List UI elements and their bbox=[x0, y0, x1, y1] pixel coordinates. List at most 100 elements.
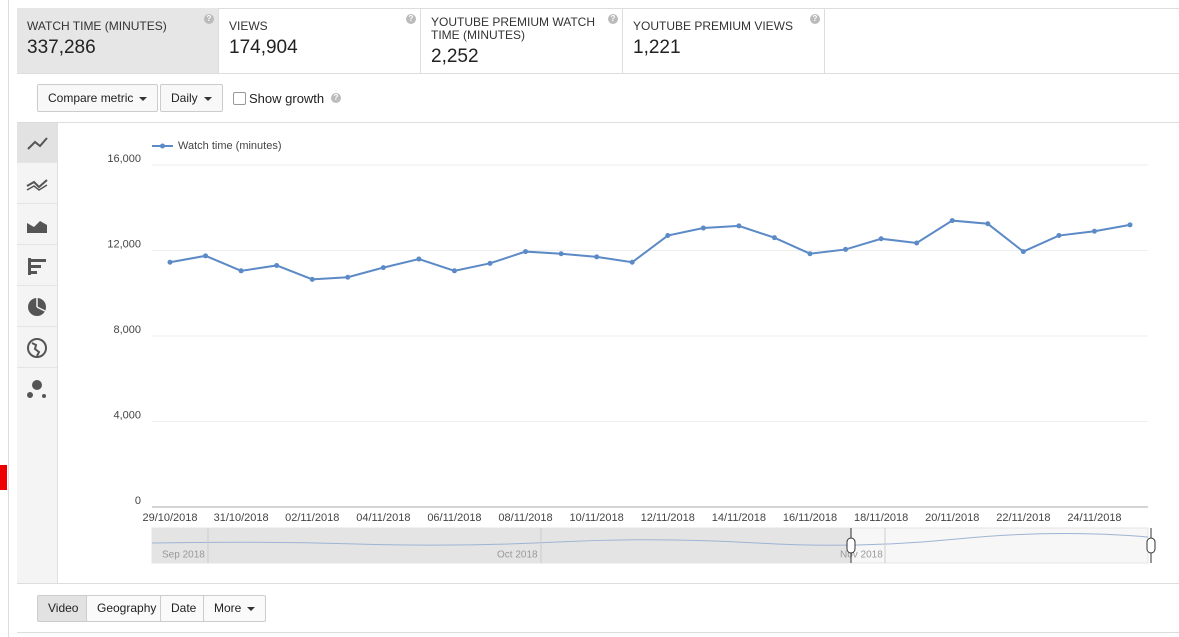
area-chart-icon[interactable] bbox=[17, 205, 57, 245]
metric-value: 337,286 bbox=[27, 37, 96, 58]
navigator-handle[interactable] bbox=[1146, 537, 1156, 554]
y-tick-label: 8,000 bbox=[113, 324, 141, 336]
multi-line-icon[interactable] bbox=[17, 164, 57, 204]
icon-shape bbox=[26, 184, 48, 191]
caret bbox=[139, 96, 148, 101]
data-point bbox=[878, 236, 884, 242]
metric-value: 2,252 bbox=[431, 46, 479, 67]
icon-shape bbox=[27, 392, 33, 398]
icon-shape bbox=[27, 137, 48, 150]
y-tick-label: 0 bbox=[135, 495, 141, 507]
tab[interactable]: Geography bbox=[86, 595, 168, 622]
metric-card[interactable]: YOUTUBE PREMIUM WATCH TIME (MINUTES) 2,2… bbox=[421, 8, 623, 73]
navigator-label: Nov 2018 bbox=[840, 550, 883, 561]
metric-label: VIEWS bbox=[229, 19, 268, 33]
data-point bbox=[736, 223, 742, 229]
data-point bbox=[416, 256, 422, 262]
x-tick-label: 24/11/2018 bbox=[1067, 512, 1121, 524]
x-tick-label: 22/11/2018 bbox=[996, 512, 1050, 524]
map-icon[interactable] bbox=[17, 328, 57, 368]
tab-label: Date bbox=[171, 601, 197, 615]
help-icon[interactable]: ? bbox=[204, 14, 214, 24]
help-icon[interactable]: ? bbox=[608, 14, 618, 24]
data-point bbox=[700, 225, 706, 231]
divider bbox=[17, 122, 1179, 123]
interval-button[interactable]: Daily bbox=[160, 84, 223, 112]
icon-shape bbox=[31, 271, 37, 274]
legend-label: Watch time (minutes) bbox=[178, 140, 282, 152]
data-point bbox=[1091, 228, 1097, 234]
caret bbox=[203, 96, 212, 101]
icon-shape bbox=[27, 338, 47, 358]
data-point bbox=[523, 249, 529, 255]
metric-label: WATCH TIME (MINUTES) bbox=[27, 19, 167, 33]
tab-label: More bbox=[214, 601, 242, 615]
data-point bbox=[665, 233, 671, 239]
data-point bbox=[487, 260, 493, 266]
checkbox-label[interactable]: Show growth bbox=[249, 91, 325, 106]
tab[interactable]: Date bbox=[160, 595, 208, 622]
compare-metric-button[interactable]: Compare metric bbox=[37, 84, 159, 112]
navigator-handle[interactable] bbox=[846, 537, 856, 554]
data-point bbox=[238, 268, 244, 274]
icon-shape bbox=[31, 342, 41, 357]
x-tick-label: 08/11/2018 bbox=[498, 512, 552, 524]
tab[interactable]: More bbox=[203, 595, 267, 622]
x-tick-label: 18/11/2018 bbox=[854, 512, 908, 524]
icon-shape bbox=[26, 179, 48, 189]
chart: Sep 2018 Oct 2018 Nov 2018 0 4,000 8,000 12… bbox=[107, 140, 1156, 564]
help-icon[interactable]: ? bbox=[406, 14, 416, 24]
data-point bbox=[771, 235, 777, 241]
icon-svg bbox=[28, 298, 46, 316]
series-line bbox=[169, 219, 1131, 281]
x-tick-label: 20/11/2018 bbox=[925, 512, 979, 524]
tab-label: Video bbox=[48, 601, 79, 615]
tab[interactable]: Video bbox=[37, 595, 90, 622]
navigator-sparkline bbox=[151, 532, 1149, 546]
help-icon[interactable]: ? bbox=[810, 14, 820, 24]
metric-card[interactable]: WATCH TIME (MINUTES) 337,286 ? bbox=[17, 8, 219, 73]
pie-chart-icon[interactable] bbox=[17, 287, 57, 327]
data-point bbox=[914, 240, 920, 246]
icon-svg bbox=[27, 380, 46, 398]
x-tick-label: 12/11/2018 bbox=[641, 512, 695, 524]
navigator-shade bbox=[152, 528, 851, 563]
data-point bbox=[451, 268, 457, 274]
y-tick-label: 16,000 bbox=[107, 153, 141, 165]
left-border bbox=[8, 0, 9, 637]
line-chart-icon[interactable] bbox=[17, 123, 57, 163]
data-point bbox=[274, 262, 280, 268]
icon-shape bbox=[31, 259, 46, 262]
icon-svg bbox=[27, 137, 48, 150]
data-point bbox=[1056, 233, 1062, 239]
icon-shape bbox=[42, 394, 46, 398]
bar-chart-icon[interactable] bbox=[17, 246, 57, 286]
metric-value: 174,904 bbox=[229, 37, 298, 58]
metric-bar bbox=[17, 8, 1179, 74]
metric-card[interactable]: VIEWS 174,904 ? bbox=[219, 8, 421, 73]
icon-svg bbox=[27, 221, 47, 233]
icon-shape bbox=[27, 221, 47, 233]
navigator-label: Sep 2018 bbox=[162, 550, 205, 561]
checkbox[interactable] bbox=[233, 92, 246, 105]
x-tick-label: 04/11/2018 bbox=[356, 512, 410, 524]
data-point bbox=[309, 276, 315, 282]
data-point bbox=[203, 253, 209, 259]
metric-card[interactable]: YOUTUBE PREMIUM VIEWS 1,221 ? bbox=[623, 8, 825, 73]
icon-svg bbox=[26, 179, 48, 191]
icon-svg bbox=[27, 338, 47, 358]
x-tick-label: 06/11/2018 bbox=[427, 512, 481, 524]
data-point bbox=[807, 251, 813, 257]
help-icon[interactable]: ? bbox=[331, 93, 341, 103]
tab-label: Geography bbox=[97, 601, 157, 615]
data-point bbox=[949, 218, 955, 224]
data-point bbox=[167, 259, 173, 265]
button-label: Compare metric bbox=[48, 91, 134, 105]
x-tick-label: 14/11/2018 bbox=[712, 512, 766, 524]
y-tick-label: 12,000 bbox=[107, 238, 141, 250]
icon-shape bbox=[28, 258, 31, 275]
bubble-icon[interactable] bbox=[17, 369, 57, 409]
caret bbox=[247, 606, 256, 611]
